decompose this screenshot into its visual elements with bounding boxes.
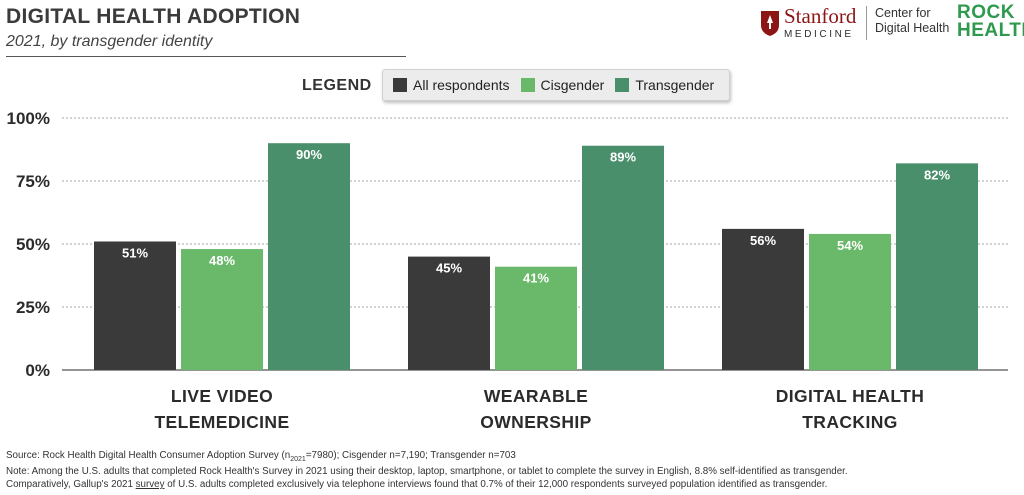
bar	[896, 163, 978, 370]
center-for-digital-health-logo: Center for Digital Health	[866, 6, 949, 40]
survey-note: Note: Among the U.S. adults that complet…	[6, 466, 848, 478]
chart-subtitle: 2021, by transgender identity	[6, 33, 213, 50]
footer-notes: Source: Rock Health Digital Health Consu…	[6, 450, 848, 491]
legend-item-transgender: Transgender	[615, 77, 714, 93]
x-category-label: WEARABLE	[484, 386, 588, 406]
x-category-label: TELEMEDICINE	[154, 412, 289, 432]
title-divider	[6, 56, 406, 57]
chart-title: DIGITAL HEALTH ADOPTION	[6, 5, 301, 28]
y-tick-label: 75%	[16, 172, 50, 191]
bar	[181, 249, 263, 370]
legend-item-all-respondents: All respondents	[393, 77, 510, 93]
stanford-seal-icon	[761, 11, 779, 36]
cdh-line-2: Digital Health	[875, 21, 950, 35]
data-label: 48%	[209, 253, 235, 268]
bar	[495, 266, 577, 370]
gallup-survey-link[interactable]: survey	[135, 478, 165, 490]
data-label: 82%	[924, 167, 950, 182]
cdh-line-1: Center for	[875, 6, 931, 20]
data-label: 56%	[750, 233, 776, 248]
rock-health-logo: ROCK HEALTH	[957, 2, 1024, 41]
legend-heading: LEGEND	[302, 77, 372, 94]
x-category-label: LIVE VIDEO	[171, 386, 273, 406]
data-label: 89%	[610, 150, 636, 165]
legend-label-cisgender: Cisgender	[540, 77, 605, 93]
stanford-wordmark: Stanford	[784, 4, 857, 28]
legend-swatch-all-respondents	[393, 78, 407, 92]
bar	[582, 145, 664, 370]
data-label: 90%	[296, 147, 322, 162]
legend: All respondents Cisgender Transgender	[382, 69, 730, 101]
data-label: 51%	[122, 245, 148, 260]
data-label: 41%	[523, 271, 549, 286]
bar	[809, 233, 891, 370]
bar	[268, 143, 350, 370]
y-tick-label: 25%	[16, 298, 50, 317]
data-label: 45%	[436, 261, 462, 276]
comparison-note: Comparatively, Gallup's 2021 survey of U…	[6, 478, 828, 490]
medicine-wordmark: MEDICINE	[784, 29, 854, 40]
y-tick-label: 0%	[25, 361, 50, 380]
bar	[722, 228, 804, 370]
x-category-label: OWNERSHIP	[480, 412, 592, 432]
health-wordmark: HEALTH	[957, 20, 1024, 41]
legend-label-transgender: Transgender	[635, 77, 715, 93]
rock-wordmark: ROCK	[957, 2, 1015, 23]
bar	[94, 241, 176, 370]
legend-swatch-cisgender	[520, 78, 535, 92]
data-label: 54%	[837, 238, 863, 253]
bar	[408, 256, 490, 370]
stanford-medicine-logo: Stanford MEDICINE	[760, 4, 856, 42]
source-note: Source: Rock Health Digital Health Consu…	[6, 450, 516, 463]
legend-item-cisgender: Cisgender	[520, 77, 605, 93]
x-category-label: DIGITAL HEALTH	[776, 386, 925, 406]
y-tick-label: 50%	[16, 235, 50, 254]
y-tick-label: 100%	[7, 109, 50, 128]
legend-label-all-respondents: All respondents	[413, 77, 510, 93]
x-category-label: TRACKING	[802, 412, 898, 432]
legend-swatch-transgender	[615, 78, 630, 92]
